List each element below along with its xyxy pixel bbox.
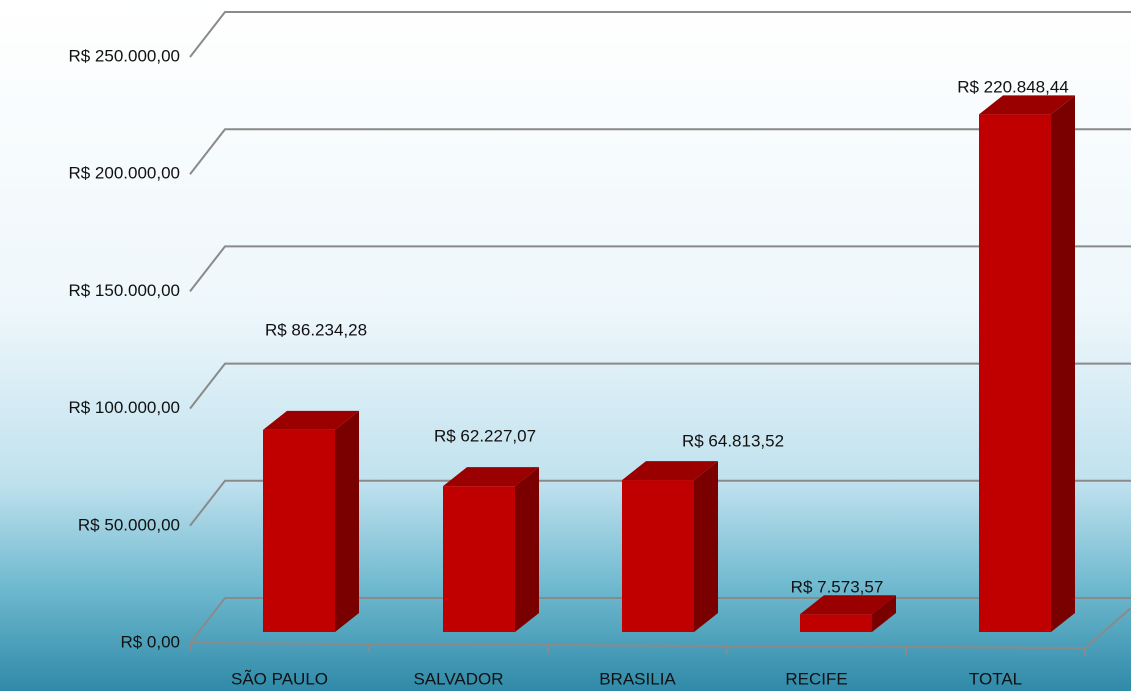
bar [979,114,1051,633]
value-label: R$ 220.848,44 [957,77,1069,96]
bar-top [800,595,896,615]
value-label: R$ 7.573,57 [791,577,884,596]
bar-side [515,467,539,632]
bar [263,429,335,632]
value-label: R$ 62.227,07 [434,426,536,445]
bar-side [694,461,718,632]
grid-line [189,11,1131,58]
bar-top [443,467,539,487]
floor-edge [1084,607,1131,649]
x-tick-label: RECIFE [785,669,847,688]
bar [622,480,694,632]
grid-line [189,479,1131,527]
x-tick-label: SALVADOR [413,669,503,688]
y-tick-label: R$ 100.000,00 [68,398,180,417]
grid-line [189,362,1131,410]
y-tick-label: R$ 250.000,00 [68,46,180,65]
y-tick-label: R$ 50.000,00 [78,515,180,534]
x-tick-label: BRASILIA [599,669,676,688]
bar-side [1051,95,1075,633]
bar-top [263,410,359,430]
grid-line [189,128,1131,175]
y-tick-label: R$ 150.000,00 [68,281,180,300]
bar [443,486,515,632]
bar-side [872,595,896,632]
x-tick-label: TOTAL [969,669,1022,688]
grid-line [189,245,1131,293]
value-label: R$ 64.813,52 [682,431,784,450]
bar-top [622,461,718,481]
x-axis [189,642,1086,649]
y-tick-label: R$ 200.000,00 [68,164,180,183]
bar-side [335,410,359,632]
y-tick-label: R$ 0,00 [120,632,180,651]
bar [800,614,872,632]
value-label: R$ 86.234,28 [265,320,367,339]
bar-top [979,95,1075,115]
x-tick-label: SÃO PAULO [231,669,328,688]
